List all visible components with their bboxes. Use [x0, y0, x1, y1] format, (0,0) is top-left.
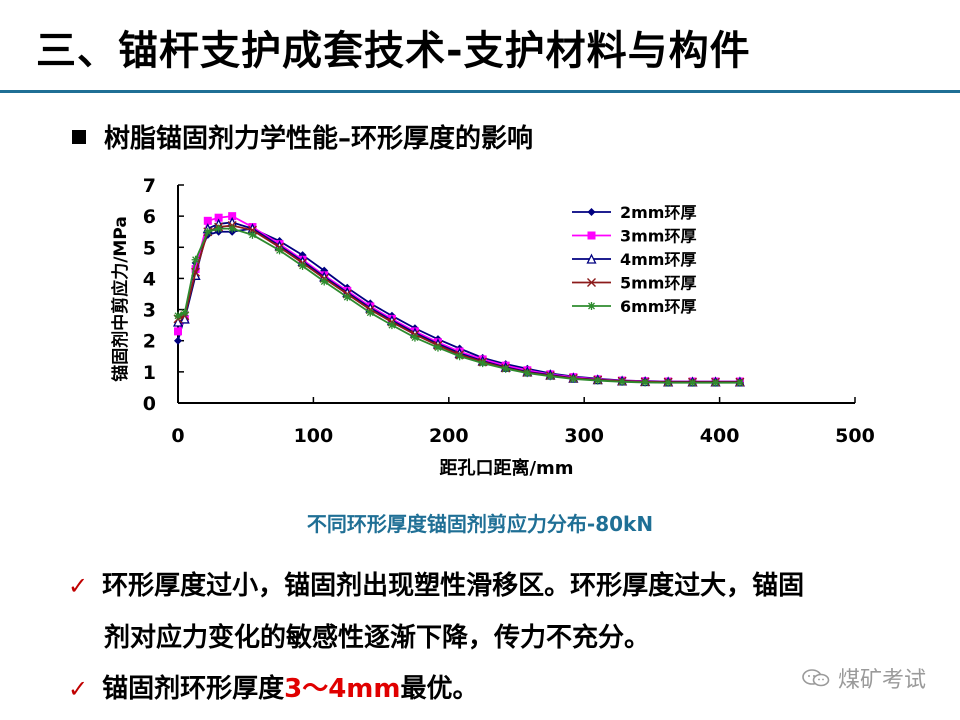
series-line-5	[177, 227, 740, 384]
y-tick-label: 2	[143, 331, 156, 353]
data-point	[366, 308, 375, 317]
data-point	[174, 327, 182, 336]
data-point	[688, 378, 697, 387]
wechat-icon	[802, 669, 830, 687]
x-tick-label: 400	[700, 425, 740, 447]
data-point	[179, 313, 190, 324]
data-point	[343, 293, 352, 302]
legend-label-2: 3mm环厚	[620, 227, 696, 246]
y-tick-label: 0	[143, 393, 156, 415]
section-heading: 树脂锚固剂力学性能–环形厚度的影响	[72, 118, 533, 155]
conclusion-item-1-continued: 剂对应力变化的敏感性逐渐下降，传力不充分。	[104, 617, 650, 654]
data-point	[618, 377, 627, 386]
data-point	[298, 251, 307, 260]
data-point	[569, 375, 578, 384]
data-point	[664, 378, 673, 387]
legend-marker	[586, 253, 597, 264]
legend-marker	[587, 302, 596, 310]
section-heading-text: 树脂锚固剂力学性能–环形厚度的影响	[104, 124, 534, 154]
optimal-thickness-highlight: 3～4mm	[284, 674, 401, 704]
legend-label-3: 4mm环厚	[620, 250, 696, 269]
data-point	[546, 372, 555, 381]
y-tick-label: 4	[143, 268, 156, 290]
legend-label-4: 5mm环厚	[620, 274, 696, 293]
data-point	[387, 321, 396, 330]
slide-title: 三、锚杆支护成套技术-支护材料与构件	[36, 28, 751, 74]
y-tick-label: 3	[143, 300, 156, 322]
check-mark-icon: ✓	[68, 675, 89, 703]
data-point	[711, 378, 720, 387]
data-point	[593, 376, 602, 385]
conclusion-item-2: ✓ 锚固剂环形厚度3～4mm最优。	[68, 668, 479, 705]
y-tick-label: 7	[143, 175, 156, 197]
legend-label-1: 2mm环厚	[620, 203, 696, 222]
conclusion-item-2-suffix: 最优。	[400, 674, 479, 704]
conclusion-item-1-text: 环形厚度过小，锚固剂出现塑性滑移区。环形厚度过大，锚固	[102, 571, 805, 601]
shear-stress-line-chart: 0 1 2 3 4 5 6 7 0 100 200 300 400 500 距孔口距离/mm 锚固剂中剪应力/…	[110, 175, 875, 479]
data-point	[298, 261, 307, 270]
conclusion-item-1-text-continued: 剂对应力变化的敏感性逐渐下降，传力不充分。	[104, 623, 651, 653]
data-point	[191, 255, 200, 264]
conclusion-item-1: ✓ 环形厚度过小，锚固剂出现塑性滑移区。环形厚度过大，锚固	[68, 565, 804, 602]
conclusion-item-2-text: 锚固剂环形厚度	[102, 674, 285, 704]
y-tick-label: 1	[143, 362, 156, 384]
data-point	[433, 343, 442, 352]
legend-marker	[587, 231, 596, 240]
legend-marker	[587, 278, 596, 287]
y-tick-label: 6	[143, 206, 156, 228]
data-point	[410, 333, 419, 342]
x-tick-label: 0	[171, 425, 184, 447]
data-point	[641, 378, 650, 387]
data-point	[735, 378, 744, 387]
data-point	[275, 246, 284, 255]
x-tick-label: 100	[294, 425, 334, 447]
data-point	[174, 311, 182, 320]
data-point	[523, 369, 532, 378]
data-point	[203, 227, 212, 236]
x-tick-label: 500	[835, 425, 875, 447]
check-mark-icon: ✓	[68, 572, 89, 600]
chart-caption: 不同环形厚度锚固剂剪应力分布-80kN	[306, 512, 654, 536]
watermark-text: 煤矿考试	[837, 668, 926, 693]
data-point	[172, 316, 184, 327]
x-axis-label: 距孔口距离/mm	[439, 457, 573, 479]
data-point	[214, 213, 223, 222]
square-bullet-icon	[72, 129, 86, 144]
data-point	[174, 336, 182, 345]
data-point	[180, 308, 189, 317]
legend-marker	[587, 208, 596, 216]
x-tick-label: 200	[429, 425, 469, 447]
watermark: 煤矿考试	[802, 662, 926, 694]
data-point	[501, 364, 510, 373]
data-point	[248, 230, 257, 239]
title-divider	[0, 90, 960, 93]
data-point	[203, 216, 212, 225]
data-point	[228, 212, 237, 221]
data-point	[320, 277, 329, 286]
y-axis-label: 锚固剂中剪应力/MPa	[110, 216, 131, 382]
data-point	[228, 224, 237, 233]
legend-label-5: 6mm环厚	[620, 297, 696, 316]
y-tick-label: 5	[143, 237, 156, 259]
x-tick-label: 300	[564, 425, 604, 447]
data-point	[214, 224, 223, 233]
data-point	[455, 352, 464, 361]
data-point	[478, 359, 487, 368]
